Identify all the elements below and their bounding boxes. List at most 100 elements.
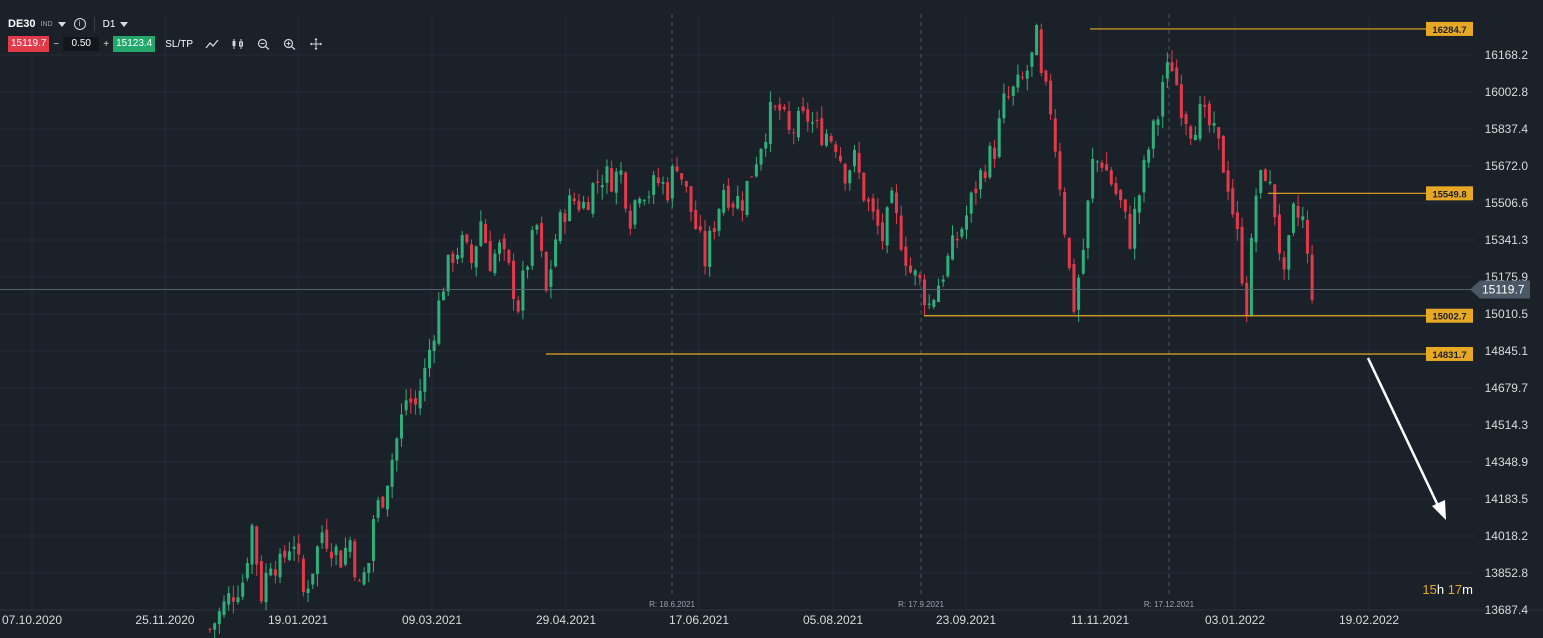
candle-body — [437, 300, 441, 344]
zoom-in-icon[interactable] — [283, 38, 297, 50]
candle-body — [484, 223, 488, 244]
candle-body — [988, 145, 992, 178]
candle-body — [213, 623, 217, 630]
candle-body — [563, 213, 567, 223]
candle-body — [923, 279, 927, 306]
candle-body — [638, 198, 642, 204]
candle-body — [946, 255, 950, 277]
candle-body — [1081, 249, 1085, 274]
candle-body — [778, 104, 782, 111]
trend-arrow — [1366, 357, 1446, 520]
candle-body — [586, 202, 590, 211]
candle-body — [217, 611, 221, 625]
candle-body — [810, 122, 814, 124]
countdown-hours: 15 — [1422, 582, 1437, 597]
candle-body — [334, 546, 338, 556]
candle-body — [815, 119, 819, 121]
candle-body — [432, 340, 436, 351]
candle-body — [969, 192, 973, 214]
candle-body — [726, 185, 730, 208]
candle-body — [362, 572, 366, 585]
candle-body — [838, 155, 842, 162]
candle-body — [264, 572, 268, 603]
y-tick-label: 14845.1 — [1485, 344, 1529, 358]
candle-body — [993, 147, 997, 160]
candle-body — [1156, 119, 1160, 126]
candle-body — [259, 561, 263, 602]
candle-body — [413, 398, 417, 405]
line-chart-icon[interactable] — [205, 38, 219, 50]
candle-body — [1044, 70, 1048, 82]
candle-body — [582, 201, 586, 209]
symbol-toolbar: DE30 IND i D1 — [8, 14, 129, 34]
candle-body — [208, 628, 212, 630]
candle-body — [521, 270, 525, 311]
support-resistance-levels: 16284.7 15549.8 15002.7 14831.7 — [0, 21, 1475, 361]
candle-body — [311, 573, 315, 585]
candle-body — [1287, 235, 1291, 270]
candle-body — [927, 303, 931, 305]
candle-body — [792, 132, 796, 134]
candles-icon[interactable] — [231, 38, 245, 50]
candle-body — [1170, 62, 1174, 72]
candle-body — [717, 208, 721, 231]
candle-body — [250, 525, 254, 565]
candle-body — [619, 170, 623, 175]
candle-body — [1193, 134, 1197, 141]
candle-body — [1053, 118, 1057, 152]
candle-body — [1058, 151, 1062, 190]
candle-body — [1105, 164, 1109, 171]
candle-body — [474, 246, 478, 268]
candle-body — [1151, 120, 1155, 149]
candle-body — [834, 144, 838, 153]
sltp-button[interactable]: SL/TP — [165, 38, 194, 50]
candle-body — [754, 164, 758, 177]
axes: 16168.2 16002.8 15837.4 15672.0 15506.6 15341… — [2, 48, 1530, 627]
candle-body — [983, 171, 987, 179]
timeframe-dropdown-icon[interactable] — [120, 21, 129, 27]
increase-quantity-button[interactable]: + — [103, 38, 110, 50]
y-tick-label: 16168.2 — [1485, 48, 1529, 62]
candle-body — [1217, 127, 1221, 139]
sell-price-button[interactable]: 15119.7 — [8, 36, 50, 52]
candle-body — [820, 118, 824, 146]
crosshair-icon[interactable] — [309, 38, 323, 50]
candle-body — [796, 110, 800, 138]
candle-body — [670, 166, 674, 199]
buy-price-button[interactable]: 15123.4 — [113, 36, 156, 52]
candle-body — [596, 181, 600, 183]
info-icon[interactable]: i — [73, 18, 86, 30]
symbol-name[interactable]: DE30 — [8, 18, 36, 30]
candle-body — [353, 541, 357, 578]
rollover-label: R: 18.6.2021 — [649, 600, 695, 609]
candle-body — [1235, 212, 1239, 230]
candle-body — [530, 230, 534, 266]
candle-body — [661, 182, 665, 184]
candle-body — [1245, 282, 1249, 316]
y-tick-label: 13852.8 — [1485, 566, 1529, 580]
x-tick-label: 05.08.2021 — [803, 613, 863, 627]
candle-body — [409, 398, 413, 403]
symbol-dropdown-icon[interactable] — [57, 21, 66, 27]
candle-body — [759, 149, 763, 165]
candle-body — [535, 225, 539, 230]
candle-body — [442, 291, 445, 301]
x-tick-label: 17.06.2021 — [669, 613, 729, 627]
zoom-out-icon[interactable] — [257, 38, 271, 50]
decrease-quantity-button[interactable]: − — [53, 38, 60, 50]
candle-body — [1016, 74, 1020, 88]
candle-body — [1114, 183, 1118, 194]
candle-body — [951, 235, 955, 260]
candle-body — [652, 175, 656, 195]
quantity-input[interactable]: 0.50 — [63, 37, 100, 51]
candle-body — [787, 111, 791, 131]
timeframe-selector[interactable]: D1 — [102, 18, 116, 30]
candle-body — [1254, 195, 1258, 243]
candle-body — [390, 459, 394, 487]
candle-body — [554, 239, 558, 267]
level-tag — [1426, 308, 1473, 323]
candle-body — [292, 546, 296, 549]
candle-body — [890, 190, 894, 203]
candle-body — [306, 588, 310, 594]
